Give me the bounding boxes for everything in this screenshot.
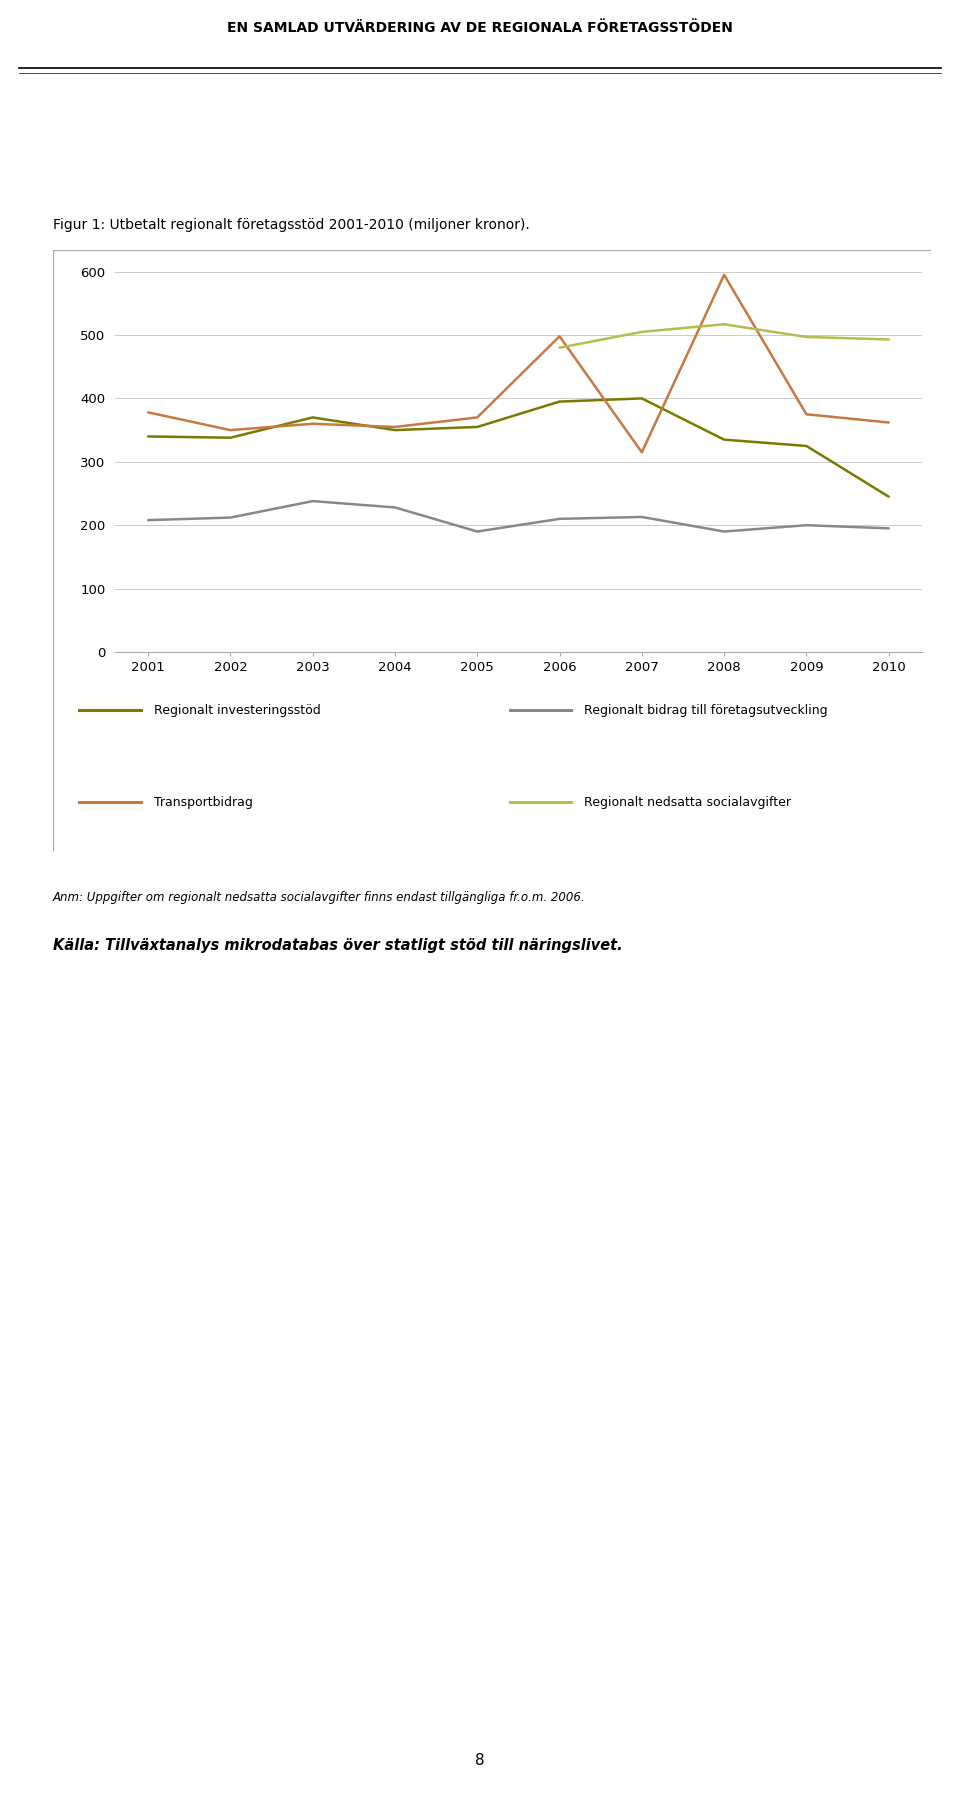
Text: Anm: Uppgifter om regionalt nedsatta socialavgifter finns endast tillgängliga fr: Anm: Uppgifter om regionalt nedsatta soc…	[53, 891, 586, 904]
Text: 8: 8	[475, 1753, 485, 1768]
Text: Regionalt nedsatta socialavgifter: Regionalt nedsatta socialavgifter	[585, 795, 791, 810]
Text: Regionalt investeringsstöd: Regionalt investeringsstöd	[154, 704, 321, 717]
Text: EN SAMLAD UTVÄRDERING AV DE REGIONALA FÖRETAGSSTÖDEN: EN SAMLAD UTVÄRDERING AV DE REGIONALA FÖ…	[228, 22, 732, 34]
Text: Figur 1: Utbetalt regionalt företagsstöd 2001-2010 (miljoner kronor).: Figur 1: Utbetalt regionalt företagsstöd…	[53, 217, 530, 232]
Text: Regionalt bidrag till företagsutveckling: Regionalt bidrag till företagsutveckling	[585, 704, 828, 717]
Text: Transportbidrag: Transportbidrag	[154, 795, 252, 810]
Text: Källa: Tillväxtanalys mikrodatabas över statligt stöd till näringslivet.: Källa: Tillväxtanalys mikrodatabas över …	[53, 938, 622, 953]
